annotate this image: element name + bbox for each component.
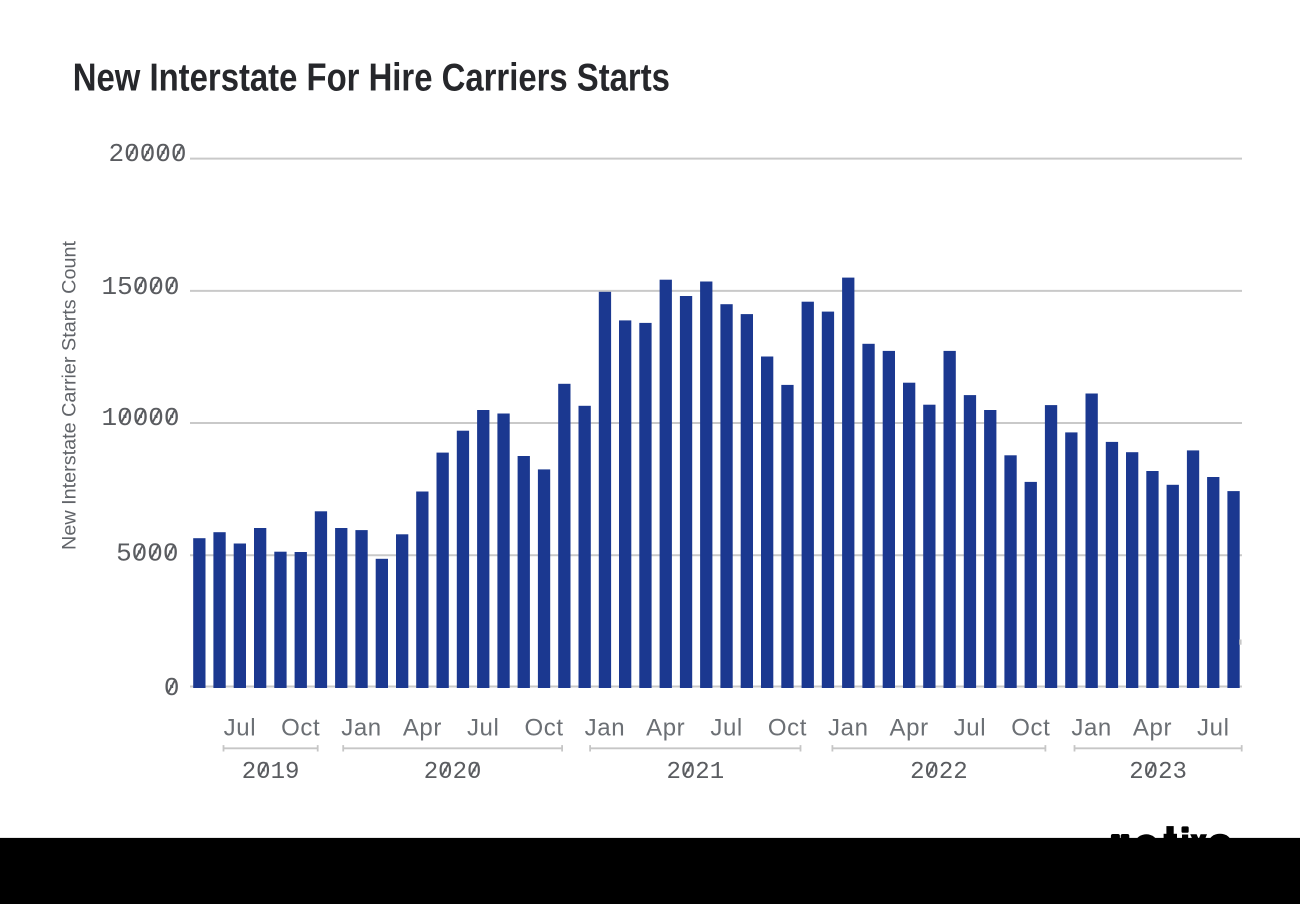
svg-text:0: 0: [164, 673, 180, 703]
svg-text:Jan: Jan: [828, 715, 869, 742]
svg-text:Oct: Oct: [525, 715, 564, 742]
svg-text:Jul: Jul: [954, 715, 986, 742]
svg-text:20000: 20000: [108, 139, 186, 169]
svg-text:2020: 2020: [424, 759, 482, 786]
svg-text:New Interstate For Hire Carrie: New Interstate For Hire Carriers Starts: [73, 55, 670, 99]
svg-text:Apr: Apr: [646, 715, 685, 742]
svg-text:Jan: Jan: [1071, 715, 1112, 742]
svg-text:10000: 10000: [101, 403, 179, 433]
svg-text:2022: 2022: [910, 759, 968, 786]
svg-text:5000: 5000: [116, 538, 178, 568]
svg-text:Oct: Oct: [1011, 715, 1050, 742]
svg-text:Apr: Apr: [1133, 715, 1172, 742]
svg-text:Jul: Jul: [224, 715, 256, 742]
svg-text:Jul: Jul: [467, 715, 499, 742]
svg-text:Jan: Jan: [585, 715, 626, 742]
svg-text:Jul: Jul: [710, 715, 742, 742]
svg-text:New Interstate Carrier Starts: New Interstate Carrier Starts Count: [59, 241, 81, 550]
svg-text:Jan: Jan: [341, 715, 382, 742]
svg-text:Oct: Oct: [768, 715, 807, 742]
svg-text:Oct: Oct: [281, 715, 320, 742]
svg-text:15000: 15000: [101, 272, 179, 302]
svg-text:2021: 2021: [666, 759, 724, 786]
svg-text:2023: 2023: [1129, 759, 1187, 786]
svg-text:Jul: Jul: [1197, 715, 1229, 742]
svg-text:Apr: Apr: [890, 715, 929, 742]
svg-text:2019: 2019: [242, 759, 300, 786]
svg-text:Apr: Apr: [403, 715, 442, 742]
